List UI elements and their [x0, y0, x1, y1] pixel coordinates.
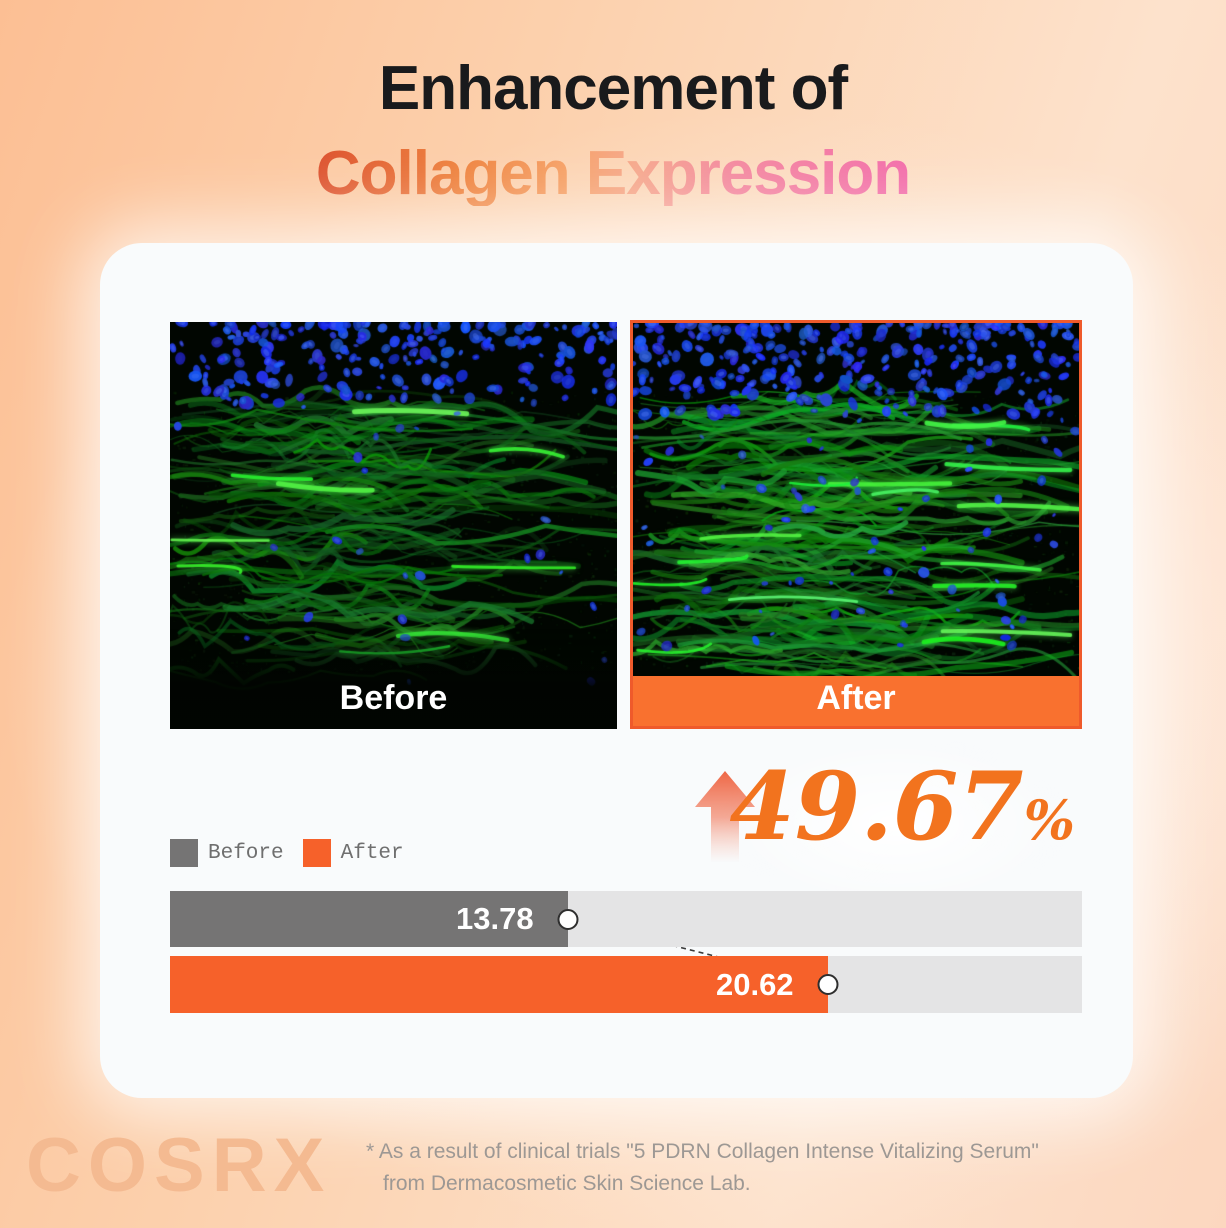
results-card: Before After 49.67% Before After [100, 243, 1145, 1098]
up-arrow-icon [695, 771, 755, 863]
cosrx-logo: COSRX [26, 1123, 332, 1208]
bar-chart: 13.78 20.62 [170, 891, 1082, 1013]
disclaimer-line-1: * As a result of clinical trials "5 PDRN… [366, 1140, 1039, 1163]
disclaimer-line-2: from Dermacosmetic Skin Science Lab. [383, 1172, 751, 1195]
bar-track-after: 20.62 [170, 956, 1082, 1013]
chart-legend: Before After [170, 839, 404, 867]
stat-value: 49.67 [729, 752, 1024, 862]
bar-track-before: 13.78 [170, 891, 1082, 947]
legend-item-before: Before [170, 839, 284, 867]
disclaimer: * As a result of clinical trials "5 PDRN… [366, 1136, 1039, 1200]
legend-swatch-before [170, 839, 198, 867]
data-point-marker-before [557, 908, 579, 930]
title-line-1: Enhancement of [378, 54, 848, 123]
before-image-label: Before [339, 679, 448, 717]
page-title: Enhancement of Collagen Expression [0, 56, 1226, 206]
increase-stat: 49.67% [729, 760, 1075, 854]
legend-label-after: After [340, 841, 404, 865]
legend-item-after: After [302, 839, 404, 867]
data-point-marker-after [817, 974, 839, 995]
bar-fill-before: 13.78 [170, 891, 568, 947]
bar-value-before: 13.78 [456, 901, 534, 936]
bar-value-after: 20.62 [715, 966, 794, 1002]
before-microscopy-image: Before [170, 322, 617, 729]
legend-label-before: Before [208, 841, 284, 865]
bar-fill-after: 20.62 [170, 956, 828, 1013]
legend-swatch-after [302, 839, 331, 867]
before-label-shade [170, 629, 617, 729]
title-line-2: Collagen Expression [315, 139, 911, 209]
after-microscopy-image: After [630, 320, 1082, 729]
after-microscopy-canvas [633, 323, 1079, 676]
stat-percent-sign: % [1023, 788, 1075, 852]
